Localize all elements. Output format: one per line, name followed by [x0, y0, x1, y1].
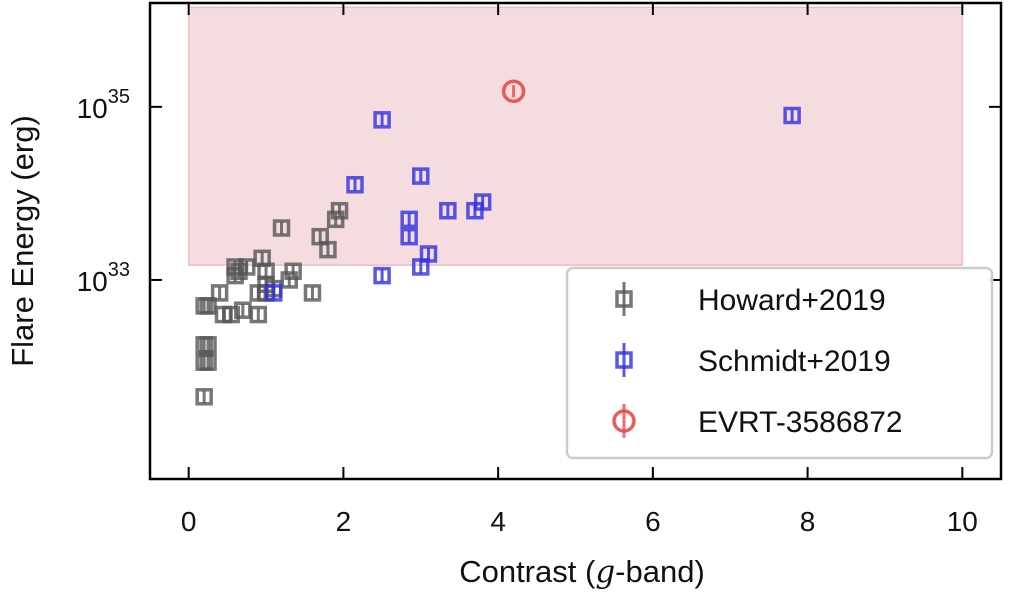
series-1-point-1	[346, 175, 364, 194]
plot-frame	[148, 1, 1003, 481]
series-1-point-0	[373, 111, 391, 129]
series-1-point-11	[265, 284, 283, 302]
x-tick-label: 2	[336, 506, 352, 537]
ticks-layer: 0 2 4 6 8 10 1033 1035	[77, 3, 1001, 537]
x-tick-label: 4	[490, 506, 506, 537]
shaded-region	[187, 6, 964, 266]
series-1-point-3	[400, 210, 418, 229]
series-0-point-21	[284, 262, 302, 281]
x-tick-label: 6	[645, 506, 661, 537]
series-1-point-12	[783, 106, 801, 125]
series-0-point-9	[195, 388, 213, 406]
series-0-point-25	[319, 240, 337, 259]
y-axis-label: Flare Energy (erg)	[5, 115, 40, 367]
series-1-point-10	[373, 266, 391, 285]
series-0-point-2	[210, 284, 229, 302]
x-axis-label: Contrast (g-band)	[459, 554, 705, 590]
legend-marker	[612, 409, 636, 433]
series-0-point-22	[249, 305, 268, 324]
legend-label: EVRT-3586872	[698, 406, 903, 439]
series-0-point-4	[222, 305, 240, 324]
series-1-point-4	[400, 227, 418, 246]
series-1-point-5	[439, 201, 457, 220]
x-tick-label: 10	[947, 506, 978, 537]
y-tick-label: 1035	[77, 86, 130, 124]
x-tick-label: 0	[181, 506, 197, 537]
series-0-point-8	[199, 353, 217, 371]
legend-item: EVRT-3586872	[612, 404, 903, 439]
x-tick-label: 8	[800, 506, 816, 537]
series-1-point-7	[473, 193, 492, 211]
series-2-point-0	[501, 79, 526, 104]
legend-label: Howard+2019	[698, 284, 886, 317]
series-1-point-9	[412, 258, 430, 276]
legend-marker	[615, 351, 633, 369]
legend-item: Howard+2019	[615, 282, 886, 317]
legend: Howard+2019 Schmidt+2019 EVRT-3586872	[565, 266, 994, 460]
series-0-point-18	[257, 262, 275, 281]
series-0-point-27	[330, 201, 349, 220]
legend-marker	[615, 290, 633, 308]
series-0-point-23	[303, 284, 322, 302]
series-0-point-19	[272, 219, 291, 237]
markers-layer	[195, 79, 801, 406]
series-1-point-2	[412, 167, 430, 185]
series-0-point-6	[199, 336, 217, 354]
legend-item: Schmidt+2019	[615, 343, 891, 378]
y-tick-label: 1033	[77, 259, 130, 297]
legend-label: Schmidt+2019	[698, 345, 891, 378]
series-0-point-29	[226, 258, 244, 276]
legend-box	[565, 266, 994, 460]
